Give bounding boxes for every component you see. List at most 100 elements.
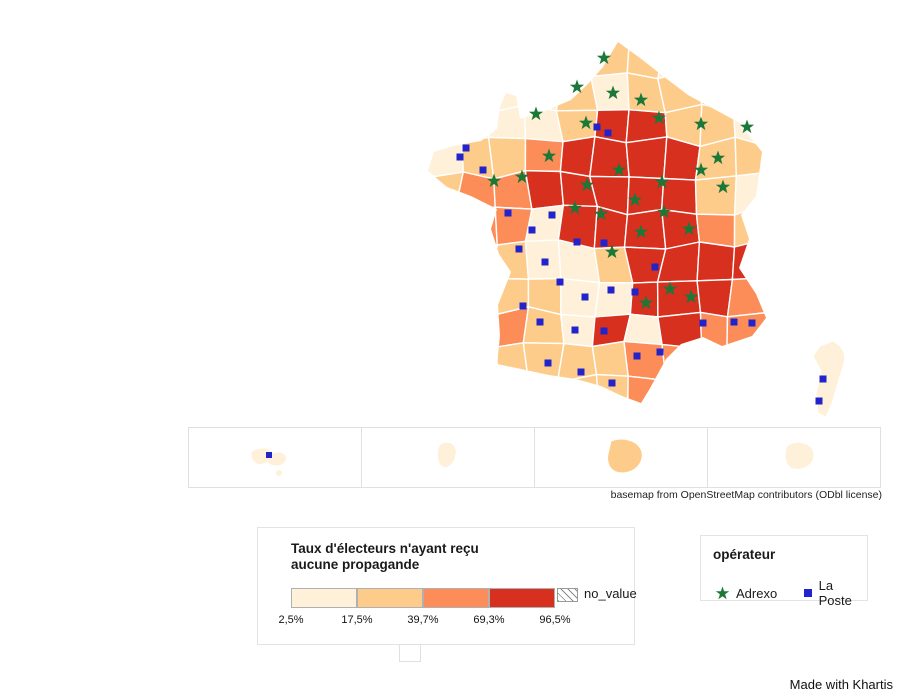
france-map[interactable] xyxy=(0,0,900,520)
laposte-square-icon xyxy=(528,226,536,234)
map-region[interactable] xyxy=(589,37,631,78)
map-region[interactable] xyxy=(629,281,659,318)
color-scale: 2,5% 17,5% 39,7% 69,3% 96,5% xyxy=(258,528,634,644)
map-region[interactable] xyxy=(726,379,766,412)
map-region[interactable] xyxy=(420,374,457,417)
map-region[interactable] xyxy=(420,348,464,379)
map-region[interactable] xyxy=(487,104,527,140)
map-region[interactable] xyxy=(661,177,698,215)
map-region[interactable] xyxy=(589,135,630,178)
map-region[interactable] xyxy=(490,306,530,348)
scale-tick-label: 69,3% xyxy=(473,614,505,626)
map-region[interactable] xyxy=(699,311,729,352)
map-region[interactable] xyxy=(455,243,498,280)
map-region[interactable] xyxy=(495,377,529,413)
map-region[interactable] xyxy=(422,243,465,276)
map-region[interactable] xyxy=(657,41,703,80)
map-region[interactable] xyxy=(731,72,767,113)
map-region[interactable] xyxy=(623,313,663,346)
map-region[interactable] xyxy=(454,377,498,417)
map-region[interactable] xyxy=(623,208,667,250)
laposte-square-icon xyxy=(604,129,612,137)
map-region[interactable] xyxy=(487,70,525,113)
map-region[interactable] xyxy=(626,37,664,80)
map-region[interactable] xyxy=(524,169,565,210)
laposte-square-icon xyxy=(593,123,601,131)
map-region[interactable] xyxy=(521,70,563,112)
map-region[interactable] xyxy=(524,204,565,243)
map-region[interactable] xyxy=(559,135,596,178)
map-region[interactable] xyxy=(591,340,629,377)
map-region[interactable] xyxy=(422,207,458,248)
map-region[interactable] xyxy=(697,347,728,386)
laposte-square-icon xyxy=(462,144,470,152)
map-region[interactable] xyxy=(627,375,667,419)
laposte-square-icon xyxy=(577,368,585,376)
laposte-square-icon xyxy=(748,319,756,327)
map-region[interactable] xyxy=(487,36,532,77)
laposte-square-icon xyxy=(656,348,664,356)
map-region[interactable] xyxy=(491,240,530,280)
adrexo-star-icon xyxy=(662,281,678,296)
laposte-square-icon xyxy=(548,211,556,219)
map-region[interactable] xyxy=(420,305,464,353)
laposte-square-icon xyxy=(504,209,512,217)
legend-title: opérateur xyxy=(713,547,776,562)
map-region[interactable] xyxy=(457,74,493,114)
inset-box-2[interactable] xyxy=(361,427,535,488)
map-region[interactable] xyxy=(696,241,736,282)
legend-propagande[interactable]: Taux d'électeurs n'ayant reçu aucune pro… xyxy=(257,527,637,645)
map-region[interactable] xyxy=(726,277,771,318)
map-region[interactable] xyxy=(521,36,564,75)
map-region[interactable] xyxy=(560,277,601,318)
laposte-square-icon xyxy=(544,359,552,367)
map-region[interactable] xyxy=(726,311,771,352)
map-region[interactable] xyxy=(426,76,460,114)
laposte-square-icon xyxy=(608,379,616,387)
map-region[interactable] xyxy=(561,37,592,78)
legend-handle[interactable] xyxy=(399,644,421,662)
map-region[interactable] xyxy=(734,136,765,177)
map-region[interactable] xyxy=(522,342,565,383)
map-region[interactable] xyxy=(726,341,766,386)
map-region[interactable] xyxy=(693,40,734,77)
legend-operateur[interactable]: opérateur Adrexo La Poste xyxy=(700,535,868,608)
laposte-square-icon xyxy=(266,452,272,458)
map-region[interactable] xyxy=(457,36,490,79)
map-region[interactable] xyxy=(657,311,703,350)
map-region[interactable] xyxy=(661,343,703,386)
map-region[interactable] xyxy=(523,377,564,412)
map-region[interactable] xyxy=(461,274,493,317)
laposte-square-icon xyxy=(571,326,579,334)
inset-box-1[interactable] xyxy=(188,427,362,488)
map-region[interactable] xyxy=(625,136,668,180)
adrexo-star-icon xyxy=(683,289,699,304)
map-region[interactable] xyxy=(696,278,734,318)
map-region[interactable] xyxy=(454,206,498,246)
map-region[interactable] xyxy=(556,373,601,416)
map-region[interactable] xyxy=(656,379,700,419)
map-region[interactable] xyxy=(694,175,737,216)
map-region[interactable] xyxy=(731,37,767,77)
map-region[interactable] xyxy=(693,379,731,418)
map-region[interactable] xyxy=(455,346,498,384)
map-region[interactable] xyxy=(427,102,463,143)
map-region[interactable] xyxy=(555,73,599,112)
inset-box-4[interactable] xyxy=(707,427,881,488)
map-region[interactable] xyxy=(424,273,465,311)
adrexo-star-icon xyxy=(651,110,667,125)
adrexo-star-icon xyxy=(654,174,670,189)
inset-box-3[interactable] xyxy=(534,427,708,488)
adrexo-star-icon xyxy=(541,148,557,163)
map-region[interactable] xyxy=(733,172,763,216)
map-region[interactable] xyxy=(423,171,464,213)
map-regions[interactable] xyxy=(420,36,771,454)
map-region[interactable] xyxy=(425,36,460,79)
map-region[interactable] xyxy=(626,176,665,216)
map-region[interactable] xyxy=(461,305,498,350)
adrexo-star-icon xyxy=(578,115,594,130)
inset-territory-shape xyxy=(607,438,643,474)
map-region[interactable] xyxy=(623,340,667,382)
corsica-region[interactable] xyxy=(812,340,846,418)
adrexo-star-icon xyxy=(627,192,643,207)
